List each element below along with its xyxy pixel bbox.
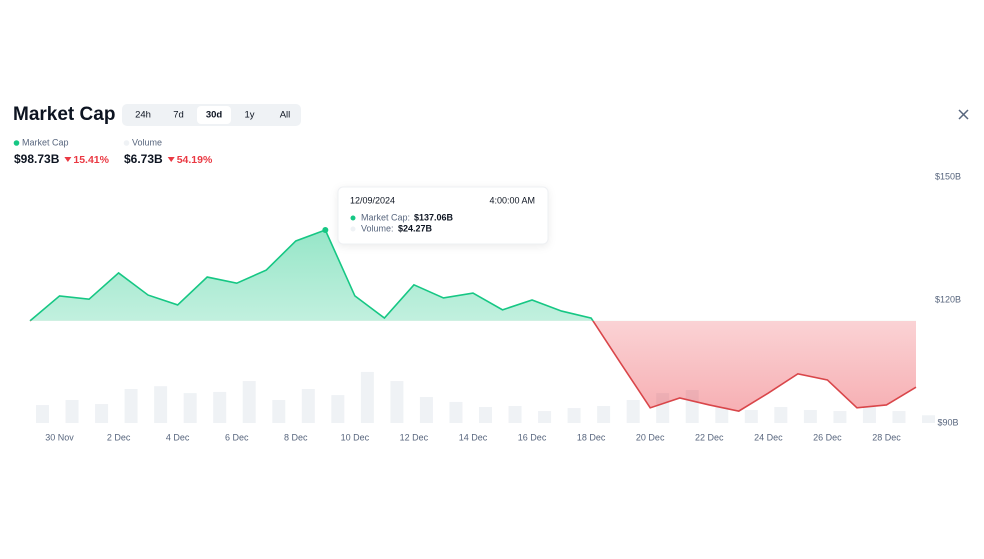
x-tick-label: 6 Dec: [225, 432, 249, 442]
volume-bar: [862, 407, 876, 423]
x-tick-label: 28 Dec: [872, 432, 901, 442]
volume-bar: [183, 393, 197, 423]
title: Market Cap: [13, 104, 115, 125]
summary-value: $6.73B: [124, 152, 163, 166]
tooltip-label: Market Cap:: [361, 212, 410, 222]
volume-bar: [242, 381, 256, 423]
volume-bar: [479, 407, 492, 423]
tab[interactable]: 1y: [244, 110, 254, 121]
x-tick-label: 20 Dec: [636, 432, 665, 442]
tooltip-value: $137.06B: [414, 212, 454, 222]
tab-active[interactable]: [197, 106, 231, 124]
volume-bar: [922, 415, 935, 423]
close-button[interactable]: [958, 109, 969, 120]
summary-change: 54.19%: [177, 154, 213, 166]
area-down: [593, 320, 916, 412]
legend-label: Market Cap: [22, 137, 69, 147]
y-tick-label: $120B: [935, 294, 961, 304]
volume-bar: [774, 407, 788, 423]
volume-bar: [331, 395, 345, 423]
volume-bar: [36, 405, 49, 423]
tooltip-value: $24.27B: [398, 223, 433, 233]
volume-bar: [213, 391, 227, 423]
volume-bar: [272, 400, 286, 423]
volume-bar: [360, 371, 374, 423]
x-tick-label: 8 Dec: [284, 432, 308, 442]
y-tick-label: $150B: [935, 171, 961, 181]
volume-bar: [65, 400, 79, 423]
line-down: [30, 320, 917, 412]
volume-bar: [449, 401, 463, 423]
tooltip: 12/09/2024 4:00:00 AM Market Cap: $137.0…: [337, 186, 549, 245]
tab[interactable]: 30d: [206, 110, 223, 121]
volume-bar: [744, 410, 758, 423]
volume-bar: [538, 411, 552, 423]
volume-bar: [803, 410, 817, 423]
volume-bar: [626, 400, 640, 423]
x-tick-label: 16 Dec: [518, 432, 547, 442]
volume-bar: [154, 386, 168, 423]
volume-bar: [508, 405, 522, 423]
legend-label: Volume: [132, 137, 162, 147]
volume-bar: [597, 405, 611, 423]
down-arrow: [167, 157, 175, 162]
x-tick-label: 14 Dec: [459, 432, 488, 442]
tooltip-time: 4:00:00 AM: [489, 195, 535, 205]
tab[interactable]: 24h: [135, 110, 151, 121]
down-arrow: [64, 157, 72, 162]
x-tick-label: 18 Dec: [577, 432, 606, 442]
x-tick-label: 12 Dec: [400, 432, 429, 442]
x-tick-label: 10 Dec: [341, 432, 370, 442]
volume-bar: [301, 388, 315, 423]
volume-bar: [124, 388, 138, 423]
tab[interactable]: 7d: [173, 110, 184, 121]
tooltip-date: 12/09/2024: [350, 195, 395, 205]
volume-bar: [715, 407, 729, 423]
x-tick-label: 22 Dec: [695, 432, 724, 442]
legend-dot: [123, 140, 130, 146]
volume-bar: [892, 411, 906, 423]
line-up: [29, 229, 594, 321]
volume-bar: [567, 408, 581, 423]
tab[interactable]: All: [280, 110, 291, 121]
volume-bar: [390, 381, 404, 423]
hover-point: [322, 227, 329, 234]
summary-change: 15.41%: [73, 154, 109, 166]
x-tick-label: 24 Dec: [754, 432, 783, 442]
x-tick-label: 2 Dec: [107, 432, 131, 442]
tooltip-label: Volume:: [361, 223, 394, 233]
legend-dot: [13, 140, 20, 146]
x-tick-label: 26 Dec: [813, 432, 842, 442]
y-tick-label: $90B: [937, 417, 958, 427]
x-tick-label: 30 Nov: [45, 432, 74, 442]
x-tick-label: 4 Dec: [166, 432, 190, 442]
volume-bar: [95, 404, 109, 423]
volume-bar: [419, 397, 433, 423]
summary-value: $98.73B: [14, 152, 60, 166]
area-up: [30, 230, 916, 321]
volume-bar: [833, 411, 847, 423]
